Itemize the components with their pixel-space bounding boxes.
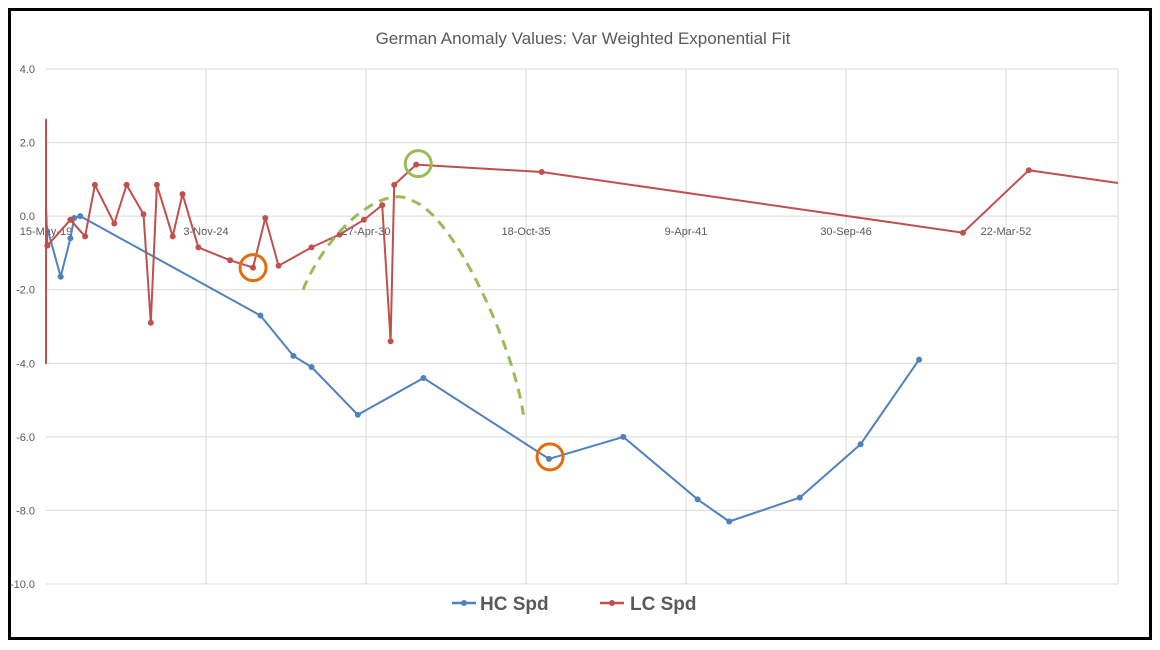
highlight-circle-orange [535,442,565,472]
legend-hc-label: HC Spd [480,594,549,615]
series-line-lc-spd [45,118,1119,365]
data-point [111,220,118,227]
data-point [420,375,427,381]
data-point [413,161,420,168]
data-point [195,244,202,251]
highlight-circle-green [403,149,433,179]
y-tick-label: -10.0 [10,579,35,591]
data-point [391,181,398,188]
dashed-fit-curve [301,195,525,416]
data-point [308,364,315,370]
x-tick-label: 18-Oct-35 [502,226,551,238]
data-point [546,455,552,462]
x-tick-label: 30-Sep-46 [820,226,871,238]
data-point [77,213,84,220]
data-point [147,319,154,326]
data-point [44,242,51,249]
data-point [67,235,74,242]
data-point [916,356,923,363]
chart-title: German Anomaly Values: Var Weighted Expo… [376,29,791,48]
legend: HC Spd LC Spd [452,594,697,615]
x-tick-label: 27-Apr-30 [342,226,391,238]
data-point [57,273,64,280]
data-point [227,257,234,264]
data-point [694,496,701,503]
annotation-layer [238,149,565,472]
chart-frame [8,8,1152,640]
legend-lc-marker [609,600,615,606]
series-layer [44,118,1119,525]
data-point [387,338,394,345]
data-point [379,202,386,209]
y-tick-label: 4.0 [20,64,35,76]
data-point [308,244,315,251]
data-point [1025,167,1032,174]
data-point [153,181,160,188]
data-point [360,216,367,223]
data-point [91,181,98,188]
y-tick-label: -8.0 [16,505,35,517]
grid-lines [46,68,1119,585]
highlight-circle-orange [238,253,268,283]
data-point [857,441,864,448]
y-tick-label: -2.0 [16,285,35,297]
x-tick-label: 22-Mar-52 [981,226,1032,238]
y-axis-ticks: 4.0 2.0 0.0 -2.0 -4.0 -6.0 -8.0 -10.0 [10,64,35,591]
data-point [169,233,176,240]
legend-hc-marker [461,600,467,606]
data-point [336,231,343,238]
data-point [354,411,361,418]
data-point [726,518,733,525]
data-point [620,433,627,440]
y-tick-label: -6.0 [16,432,35,444]
data-point [257,312,264,319]
data-point [275,262,282,269]
data-point [82,233,89,240]
data-point [262,215,269,221]
y-tick-label: 2.0 [20,138,35,150]
data-point [538,169,545,175]
data-point [123,181,130,188]
x-axis-ticks: 15-May-19 3-Nov-24 27-Apr-30 18-Oct-35 9-Apr… [20,226,1032,238]
data-point [179,191,186,198]
data-point [67,216,74,223]
legend-lc-label: LC Spd [630,594,697,615]
data-point [960,229,966,236]
series-line-hc-spd [45,174,920,523]
data-point [290,352,297,359]
y-tick-label: -4.0 [16,358,35,370]
y-tick-label: 0.0 [20,211,35,223]
data-point [796,494,803,501]
data-point [140,211,147,218]
x-tick-label: 3-Nov-24 [183,226,228,238]
data-point [250,264,256,271]
x-tick-label: 9-Apr-41 [665,226,708,238]
